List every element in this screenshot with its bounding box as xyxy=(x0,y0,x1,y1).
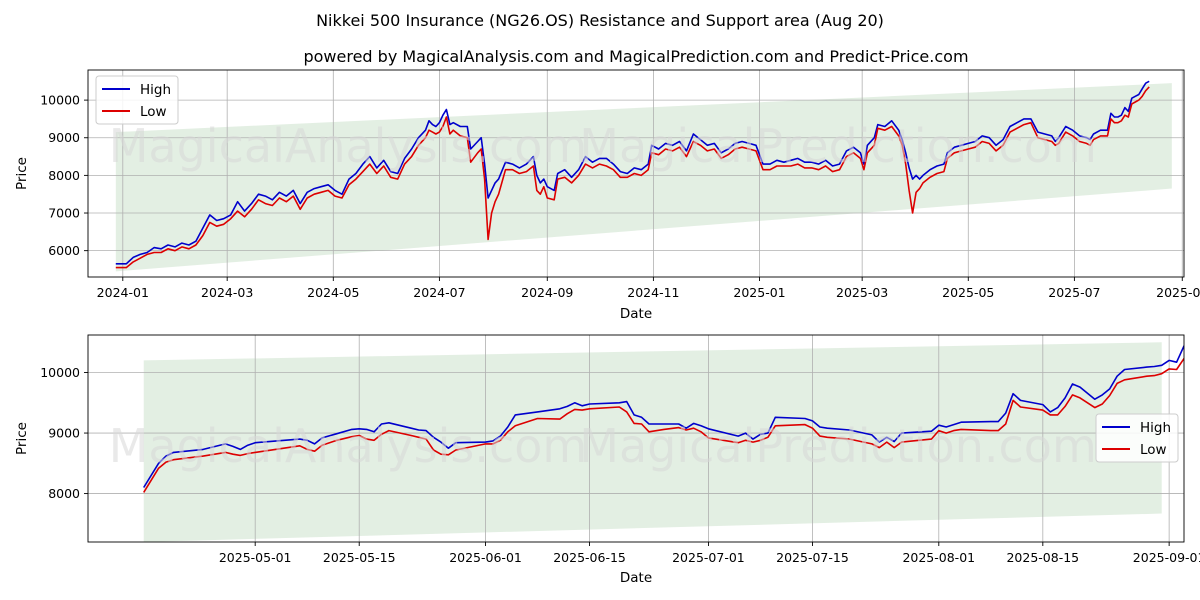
charts-root: MagicalAnalysis.comMagicalPrediction.com… xyxy=(14,69,1200,586)
y-axis-label: Price xyxy=(14,422,30,455)
x-tick-label: 2024-03 xyxy=(201,285,253,300)
x-tick-label: 2025-05 xyxy=(942,285,994,300)
x-axis-label: Date xyxy=(620,570,652,586)
x-tick-label: 2024-01 xyxy=(97,285,149,300)
y-tick-label: 8000 xyxy=(48,486,80,501)
legend-label-low: Low xyxy=(1140,442,1167,458)
y-axis-label: Price xyxy=(14,157,30,190)
legend-label-high: High xyxy=(1140,420,1171,436)
plot-frame xyxy=(87,69,1185,278)
y-tick-label: 6000 xyxy=(48,243,80,258)
watermark-text: MagicalPrediction.com xyxy=(579,419,1097,473)
x-axis-label: Date xyxy=(620,306,652,322)
y-tick-label: 9000 xyxy=(48,426,80,441)
x-tick-label: 2025-09-01 xyxy=(1133,550,1200,565)
series-line-high xyxy=(143,345,1184,488)
x-tick-label: 2025-09 xyxy=(1156,285,1200,300)
x-tick-label: 2024-05 xyxy=(307,285,359,300)
x-tick-label: 2025-07-01 xyxy=(672,550,745,565)
chart-subtitle: powered by MagicalAnalysis.com and Magic… xyxy=(303,47,968,66)
y-tick-label: 7000 xyxy=(48,206,80,221)
x-tick-label: 2025-05-15 xyxy=(323,550,396,565)
series-line-low xyxy=(143,357,1184,493)
x-tick-label: 2024-07 xyxy=(413,285,465,300)
support-resistance-band xyxy=(115,83,1172,272)
x-tick-label: 2025-01 xyxy=(733,285,785,300)
x-tick-label: 2025-08-01 xyxy=(902,550,975,565)
plot-area xyxy=(88,335,1184,542)
legend: High Low xyxy=(1095,413,1179,463)
y-tick-label: 9000 xyxy=(48,130,80,145)
plot-area xyxy=(88,70,1184,277)
watermark-text: MagicalAnalysis.com xyxy=(109,119,588,173)
chart-title: Nikkei 500 Insurance (NG26.OS) Resistanc… xyxy=(316,11,884,30)
x-tick-label: 2025-07-15 xyxy=(776,550,849,565)
legend-label-low: Low xyxy=(140,104,167,120)
y-tick-label: 8000 xyxy=(48,168,80,183)
chart-panel-1: MagicalAnalysis.comMagicalPrediction.com… xyxy=(14,69,1200,322)
chart-panel-2: MagicalAnalysis.comMagicalPrediction.com… xyxy=(14,334,1200,586)
x-tick-label: 2025-07 xyxy=(1048,285,1100,300)
plot-frame xyxy=(87,334,1185,543)
watermark-text: MagicalPrediction.com xyxy=(579,119,1097,173)
y-tick-label: 10000 xyxy=(40,365,80,380)
y-tick-label: 10000 xyxy=(40,93,80,108)
legend-label-high: High xyxy=(140,82,171,98)
support-resistance-band xyxy=(143,342,1162,542)
x-tick-label: 2025-08-15 xyxy=(1006,550,1079,565)
legend: High Low xyxy=(95,75,179,125)
series-line-high xyxy=(115,80,1150,265)
x-tick-label: 2025-03 xyxy=(836,285,888,300)
series-line-low xyxy=(115,86,1150,269)
x-tick-label: 2024-09 xyxy=(521,285,573,300)
x-tick-label: 2025-06-15 xyxy=(553,550,626,565)
x-tick-label: 2025-06-01 xyxy=(449,550,522,565)
x-tick-label: 2024-11 xyxy=(627,285,679,300)
x-tick-label: 2025-05-01 xyxy=(219,550,292,565)
watermark-text: MagicalAnalysis.com xyxy=(109,419,588,473)
